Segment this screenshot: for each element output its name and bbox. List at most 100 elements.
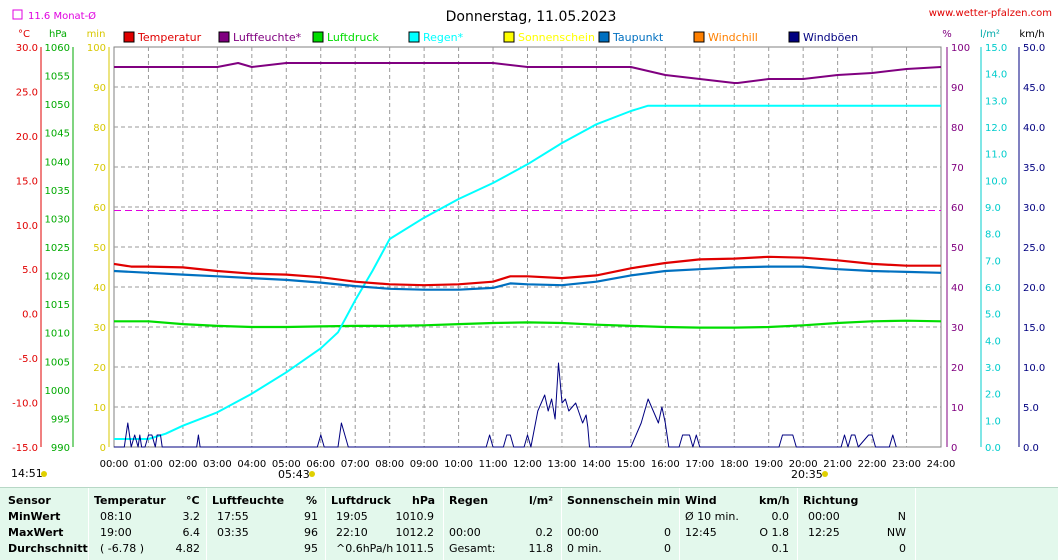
y-tick-label-sunshine: 90 bbox=[93, 83, 106, 94]
x-tick-label: 01:00 bbox=[134, 459, 163, 470]
y-tick-label-rain: 6.0 bbox=[985, 283, 1001, 294]
y-tick-label-humidity: 30 bbox=[951, 323, 964, 334]
header-humidity-unit: % bbox=[306, 494, 318, 507]
month-avg-marker bbox=[12, 9, 23, 20]
x-tick-label: 17:00 bbox=[685, 459, 714, 470]
legend-swatch-pressure bbox=[312, 31, 324, 43]
y-tick-label-temperature: -10.0 bbox=[12, 399, 38, 410]
x-tick-label: 16:00 bbox=[651, 459, 680, 470]
y-tick-label-temperature: -15.0 bbox=[12, 443, 38, 454]
legend-swatch-rain bbox=[408, 31, 420, 43]
header-wind: Wind bbox=[685, 494, 717, 507]
current-time: 14:51 bbox=[11, 467, 43, 480]
y-tick-label-wind: 45.0 bbox=[1023, 83, 1045, 94]
stat-temp-time: 08:10 bbox=[100, 510, 132, 523]
y-tick-label-sunshine: 70 bbox=[93, 163, 106, 174]
y-tick-label-rain: 8.0 bbox=[985, 230, 1001, 241]
header-rain: Regen bbox=[449, 494, 489, 507]
x-tick-label: 10:00 bbox=[444, 459, 473, 470]
y-tick-label-humidity: 70 bbox=[951, 163, 964, 174]
y-tick-label-pressure: 995 bbox=[51, 414, 70, 425]
x-tick-label: 00:00 bbox=[100, 459, 129, 470]
unit-pressure: hPa bbox=[49, 29, 67, 40]
header-pressure: Luftdruck bbox=[331, 494, 391, 507]
chart-legend: Temperatur Luftfeuchte* Luftdruck Regen* Son… bbox=[123, 31, 858, 44]
y-tick-label-temperature: 0.0 bbox=[22, 310, 38, 321]
series-line-temperature bbox=[113, 255, 941, 287]
legend-label-rain: Regen* bbox=[423, 31, 464, 44]
y-tick-label-sunshine: 50 bbox=[93, 243, 106, 254]
y-tick-label-pressure: 1035 bbox=[45, 186, 70, 197]
stat-press-time: ^0.6hPa/h bbox=[336, 542, 394, 555]
series-line-humidity bbox=[114, 62, 942, 84]
y-tick-label-pressure: 1015 bbox=[45, 300, 70, 311]
y-tick-label-wind: 10.0 bbox=[1023, 363, 1045, 374]
y-tick-label-rain: 2.0 bbox=[985, 390, 1001, 401]
stat-temp-val: 6.4 bbox=[182, 526, 201, 539]
y-tick-label-temperature: -5.0 bbox=[18, 354, 38, 365]
stat-press-val: 1012.2 bbox=[395, 526, 435, 539]
x-tick-label: 18:00 bbox=[720, 459, 749, 470]
y-tick-label-pressure: 1025 bbox=[45, 243, 70, 254]
legend-swatch-gust bbox=[788, 31, 800, 43]
y-tick-label-wind: 0.0 bbox=[1023, 443, 1039, 454]
y-tick-label-wind: 35.0 bbox=[1023, 163, 1045, 174]
y-tick-label-rain: 15.0 bbox=[985, 43, 1007, 54]
statistics-table: Sensor Temperatur °C Luftfeuchte % Luftd… bbox=[0, 487, 1058, 560]
y-tick-label-rain: 0.0 bbox=[985, 443, 1001, 454]
y-tick-label-temperature: 15.0 bbox=[16, 176, 38, 187]
x-tick-label: 20:00 bbox=[789, 459, 818, 470]
y-tick-label-humidity: 80 bbox=[951, 123, 964, 134]
y-tick-label-sunshine: 0 bbox=[100, 443, 106, 454]
y-tick-label-pressure: 1010 bbox=[45, 329, 70, 340]
y-tick-label-rain: 10.0 bbox=[985, 176, 1007, 187]
stat-sun-time: 0 min. bbox=[567, 542, 602, 555]
y-tick-label-rain: 9.0 bbox=[985, 203, 1001, 214]
x-tick-label: 05:00 bbox=[272, 459, 301, 470]
y-tick-label-wind: 50.0 bbox=[1023, 43, 1045, 54]
x-tick-label: 09:00 bbox=[410, 459, 439, 470]
x-tick-label: 15:00 bbox=[616, 459, 645, 470]
stat-dir-time: 00:00 bbox=[808, 510, 840, 523]
x-tick-label: 21:00 bbox=[823, 459, 852, 470]
stat-temp-val: 4.82 bbox=[175, 542, 201, 555]
y-tick-label-sunshine: 100 bbox=[87, 43, 106, 54]
y-tick-label-sunshine: 20 bbox=[93, 363, 106, 374]
y-tick-label-wind: 20.0 bbox=[1023, 283, 1045, 294]
stat-hum-time: 17:55 bbox=[217, 510, 249, 523]
legend-label-gust: Windböen bbox=[803, 31, 858, 44]
x-tick-label: 12:00 bbox=[513, 459, 542, 470]
y-tick-label-rain: 12.0 bbox=[985, 123, 1007, 134]
y-tick-label-sunshine: 80 bbox=[93, 123, 106, 134]
current-sun-icon bbox=[41, 471, 47, 477]
x-tick-label: 03:00 bbox=[203, 459, 232, 470]
stat-press-val: 1011.5 bbox=[395, 542, 435, 555]
x-tick-label: 14:00 bbox=[582, 459, 611, 470]
y-tick-label-pressure: 1060 bbox=[45, 43, 70, 54]
stat-press-time: 22:10 bbox=[336, 526, 368, 539]
stat-temp-val: 3.2 bbox=[182, 510, 201, 523]
x-tick-label: 22:00 bbox=[858, 459, 887, 470]
site-link[interactable]: www.wetter-pfalzen.com bbox=[929, 8, 1052, 19]
y-tick-label-humidity: 40 bbox=[951, 283, 964, 294]
x-tick-label: 07:00 bbox=[341, 459, 370, 470]
sunrise-icon bbox=[309, 471, 315, 477]
legend-swatch-dewpoint bbox=[598, 31, 610, 43]
y-tick-label-rain: 5.0 bbox=[985, 310, 1001, 321]
legend-label-temperature: Temperatur bbox=[137, 31, 202, 44]
header-wind-unit: km/h bbox=[759, 494, 790, 507]
stat-label: MaxWert bbox=[8, 526, 64, 539]
y-tick-label-rain: 13.0 bbox=[985, 96, 1007, 107]
sunrise-time: 05:43 bbox=[278, 468, 310, 481]
x-tick-label: 08:00 bbox=[375, 459, 404, 470]
y-tick-label-rain: 11.0 bbox=[985, 150, 1007, 161]
x-tick-label: 06:00 bbox=[306, 459, 335, 470]
y-tick-label-humidity: 90 bbox=[951, 83, 964, 94]
series-line-gust bbox=[114, 362, 897, 448]
unit-humidity: % bbox=[942, 29, 952, 40]
legend-label-humidity: Luftfeuchte* bbox=[233, 31, 302, 44]
weather-chart: Donnerstag, 11.05.2023 www.wetter-pfalze… bbox=[11, 8, 1052, 481]
y-tick-label-rain: 7.0 bbox=[985, 256, 1001, 267]
stat-label: MinWert bbox=[8, 510, 61, 523]
x-tick-label: 02:00 bbox=[169, 459, 198, 470]
